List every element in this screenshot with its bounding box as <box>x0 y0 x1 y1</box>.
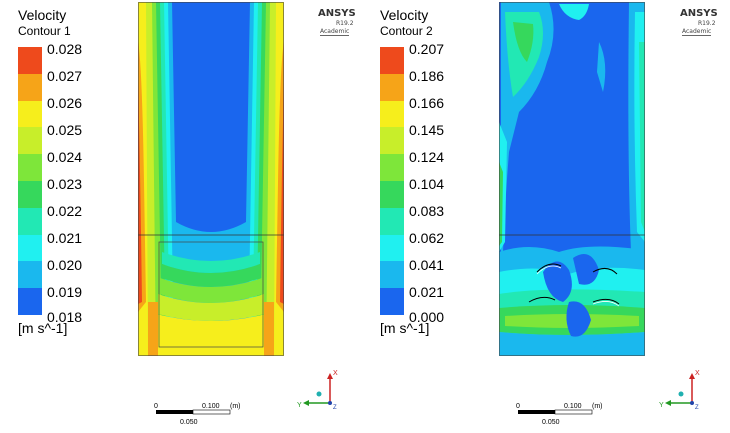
color-bar <box>380 47 404 315</box>
legend-tick: 0.018 <box>47 309 83 325</box>
legend-tick: 0.026 <box>47 95 83 111</box>
legend-tick: 0.083 <box>409 203 445 219</box>
legend-units: [m s^-1] <box>18 320 68 336</box>
scale-bar: 0 0.100 (m) 0.050 <box>154 403 241 426</box>
axis-z-label: Z <box>333 405 337 411</box>
color-band <box>380 261 404 289</box>
legend-subtitle: Contour 1 <box>18 24 71 38</box>
axis-y-label: Y <box>659 402 664 409</box>
scale-unit: (m) <box>592 403 603 410</box>
legend-subtitle: Contour 2 <box>380 24 433 38</box>
axis-triad: X Y Z <box>297 370 338 411</box>
scale-bar: 0 0.100 (m) 0.050 <box>516 403 603 426</box>
scale-unit: (m) <box>230 403 241 410</box>
legend-tick: 0.186 <box>409 68 445 84</box>
legend-tick: 0.027 <box>47 68 83 84</box>
color-band <box>18 73 42 101</box>
color-band <box>18 180 42 208</box>
color-band <box>380 154 404 181</box>
legend-tick: 0.028 <box>47 41 83 57</box>
scale-zero: 0 <box>516 403 520 410</box>
ansys-version: R19.2 <box>336 20 354 27</box>
ansys-edition: Academic <box>682 28 712 36</box>
axis-y-label: Y <box>297 402 302 409</box>
ansys-logo: ANSYS <box>318 8 356 19</box>
color-band <box>18 100 42 128</box>
axis-triad: X Y Z <box>659 370 700 411</box>
legend-tick: 0.019 <box>47 284 83 300</box>
legend-tick: 0.000 <box>409 309 445 325</box>
scale-max: 0.100 <box>202 403 220 410</box>
axis-x-label: X <box>333 370 338 377</box>
legend-tick: 0.022 <box>47 203 83 219</box>
contour-panel-1: Velocity Contour 1 0.028 0.027 0.026 0.0… <box>18 2 356 426</box>
contour-panel-2: Velocity Contour 2 0.207 0.186 0.166 0.1… <box>362 0 727 433</box>
legend-units: [m s^-1] <box>380 320 430 336</box>
color-band <box>380 288 404 315</box>
color-band <box>380 100 404 128</box>
color-band <box>380 127 404 155</box>
axis-x-label: X <box>695 370 700 377</box>
color-band <box>380 47 404 74</box>
legend-tick: 0.104 <box>409 176 445 192</box>
color-band <box>380 234 404 262</box>
color-band <box>18 127 42 155</box>
color-band <box>18 47 42 74</box>
color-band <box>18 261 42 289</box>
color-band <box>18 154 42 181</box>
ansys-version: R19.2 <box>698 20 716 27</box>
scale-mid: 0.050 <box>180 419 198 426</box>
color-bar <box>18 47 42 315</box>
legend-tick: 0.024 <box>47 149 83 165</box>
legend-tick: 0.145 <box>409 122 445 138</box>
color-band <box>18 207 42 235</box>
axis-z-label: Z <box>695 405 699 411</box>
legend-tick: 0.021 <box>409 284 445 300</box>
scale-max: 0.100 <box>564 403 582 410</box>
scale-mid: 0.050 <box>542 419 560 426</box>
contour-plot-1 <box>138 2 284 356</box>
color-band <box>18 288 42 315</box>
color-band <box>380 207 404 235</box>
ansys-edition: Academic <box>320 28 350 36</box>
ansys-logo: ANSYS <box>680 8 718 19</box>
legend-tick: 0.041 <box>409 257 445 273</box>
legend-tick: 0.124 <box>409 149 445 165</box>
legend-title: Velocity <box>380 7 429 23</box>
contour-plot-2 <box>499 2 645 356</box>
color-band <box>380 73 404 101</box>
legend-tick: 0.166 <box>409 95 445 111</box>
color-band <box>18 234 42 262</box>
scale-zero: 0 <box>154 403 158 410</box>
legend-tick: 0.025 <box>47 122 83 138</box>
legend-tick: 0.062 <box>409 230 445 246</box>
legend-title: Velocity <box>18 7 67 23</box>
legend-tick: 0.023 <box>47 176 83 192</box>
color-band <box>380 180 404 208</box>
legend-tick: 0.020 <box>47 257 83 273</box>
legend-tick: 0.021 <box>47 230 83 246</box>
legend-tick: 0.207 <box>409 41 445 57</box>
